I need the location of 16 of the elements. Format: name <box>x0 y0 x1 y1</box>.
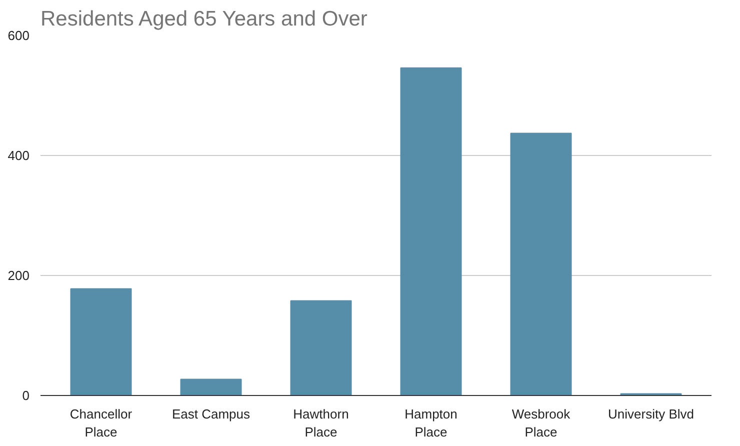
y-tick-label: 400 <box>8 148 30 163</box>
y-tick-label: 0 <box>22 388 30 403</box>
y-tick-label: 200 <box>8 268 30 283</box>
chart-title: Residents Aged 65 Years and Over <box>40 8 368 30</box>
y-tick-label: 600 <box>8 28 30 43</box>
x-tick-label: Chancellor Place <box>70 406 133 440</box>
x-tick-label: University Blvd <box>608 406 694 422</box>
bar <box>70 288 132 396</box>
bar <box>290 300 352 396</box>
bar <box>180 378 242 396</box>
bar <box>510 132 572 396</box>
x-tick-label: Wesbrook Place <box>512 406 571 440</box>
x-tick-label: Hampton Place <box>404 406 458 440</box>
x-tick-label: East Campus <box>172 406 251 422</box>
bar <box>400 67 462 396</box>
x-tick-label: Hawthorn Place <box>293 406 349 440</box>
